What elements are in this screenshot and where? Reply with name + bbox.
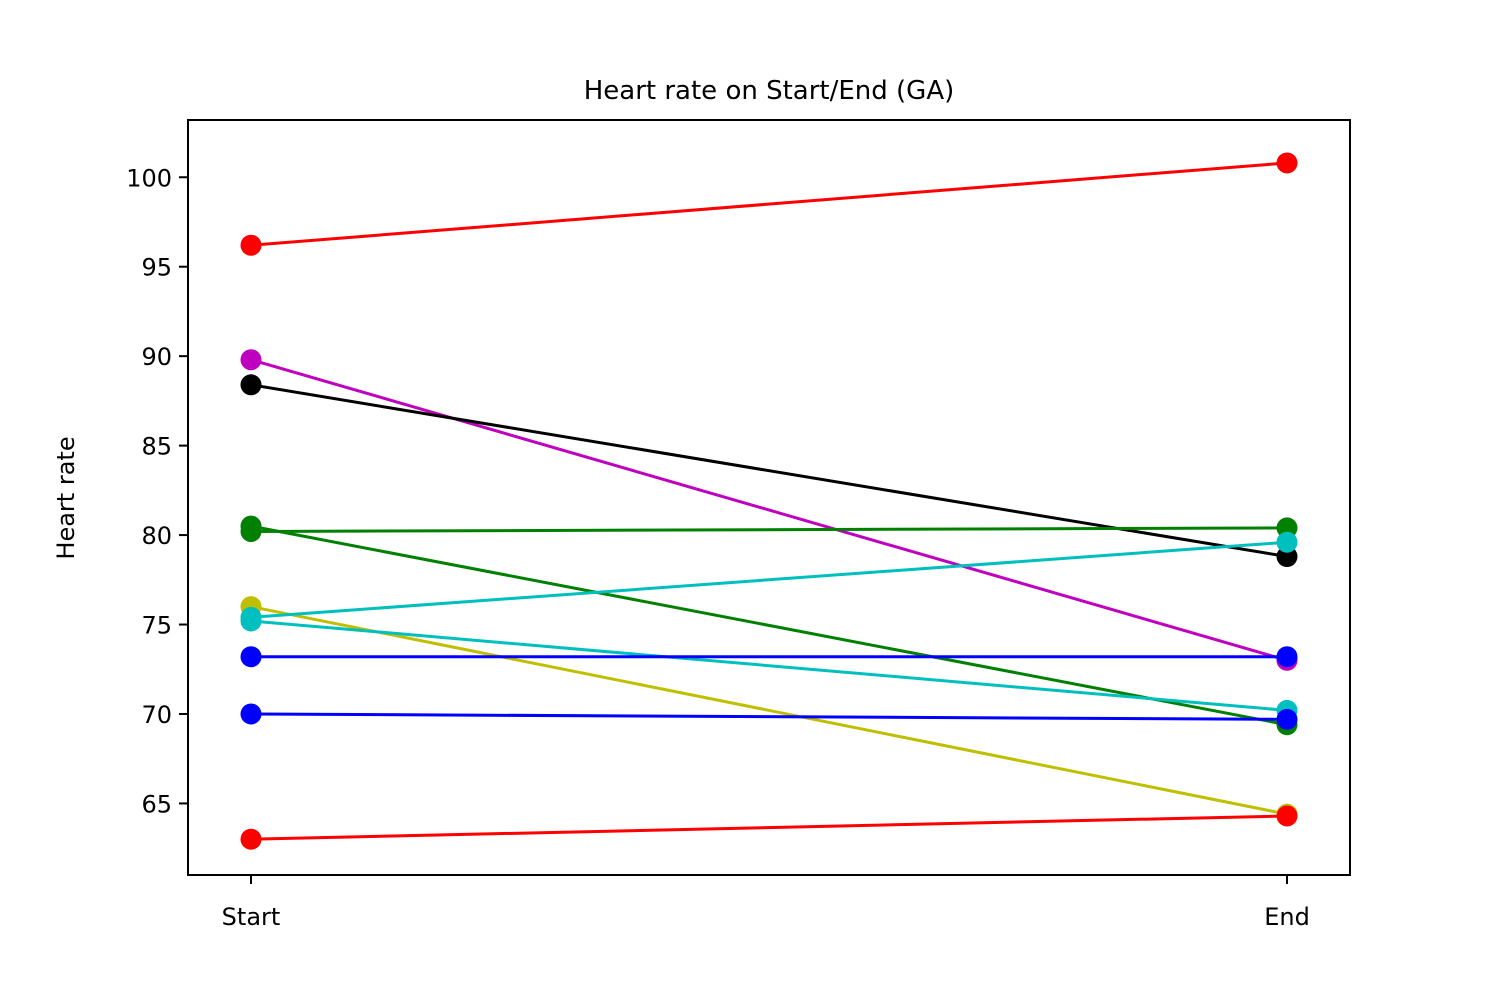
data-point [1276,531,1298,553]
data-point [1276,646,1298,668]
y-tick-label: 65 [141,790,172,818]
series-line-2 [250,358,1288,662]
y-tick-label: 100 [126,164,172,192]
series-line-1 [250,161,1288,247]
x-tick-label: Start [222,903,281,931]
plot-frame [187,119,1351,876]
data-point [1276,805,1298,827]
data-point [240,646,262,668]
series-line-10 [250,712,1288,721]
data-point [240,828,262,850]
series-lines [250,161,1288,841]
y-tick-label: 85 [141,433,172,461]
y-axis-label: Heart rate [52,436,80,559]
series-line-6 [250,605,1288,816]
series-line-11 [250,814,1288,841]
x-axis-ticks: Start End [222,875,1310,931]
data-point [240,349,262,371]
y-axis-ticks: 65 70 75 80 85 90 95 100 [126,164,188,818]
x-tick-label: End [1264,903,1310,931]
y-tick-label: 75 [141,612,172,640]
series-line-5 [250,526,1288,533]
y-tick-label: 70 [141,701,172,729]
y-tick-label: 80 [141,522,172,550]
data-point [240,234,262,256]
series-line-7 [250,540,1288,619]
data-point [240,520,262,542]
chart-title: Heart rate on Start/End (GA) [584,76,955,106]
series-line-8 [250,619,1288,712]
data-point [240,374,262,396]
data-point [240,610,262,632]
y-tick-label: 95 [141,254,172,282]
data-point [1276,152,1298,174]
data-point [240,703,262,725]
series-line-4 [250,524,1288,727]
y-tick-label: 90 [141,343,172,371]
data-point [1276,708,1298,730]
series-points [240,152,1298,850]
